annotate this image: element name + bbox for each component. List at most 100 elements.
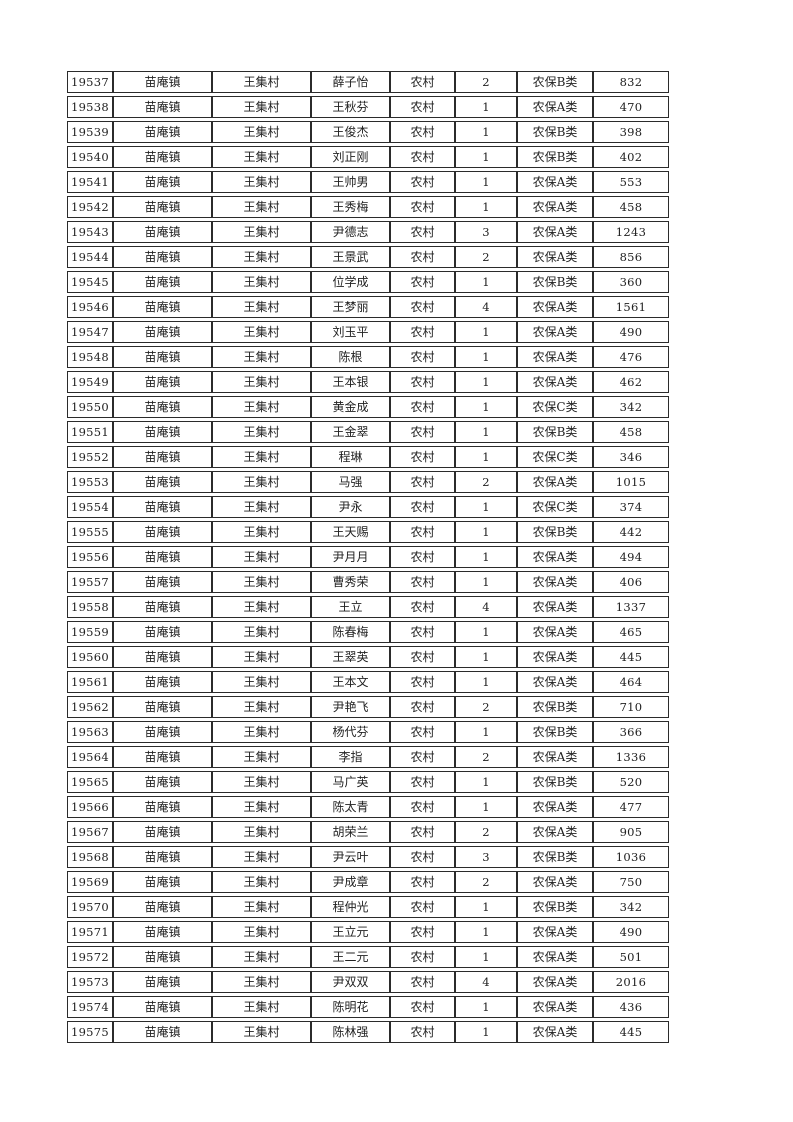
cell-person-count: 1 [455,796,517,818]
cell-town: 苗庵镇 [113,521,212,543]
cell-amount: 470 [593,96,669,118]
cell-id: 19561 [67,671,113,693]
cell-village: 王集村 [212,246,311,268]
cell-name: 尹永 [311,496,390,518]
cell-person-count: 1 [455,771,517,793]
cell-insurance-category: 农保A类 [517,946,593,968]
table-row: 19540 苗庵镇 王集村 刘正刚 农村 1 农保B类 402 [67,146,669,168]
table-row: 19537 苗庵镇 王集村 薛子怡 农村 2 农保B类 832 [67,71,669,93]
cell-village: 王集村 [212,171,311,193]
table-row: 19546 苗庵镇 王集村 王梦丽 农村 4 农保A类 1561 [67,296,669,318]
cell-residence: 农村 [390,1021,455,1043]
cell-amount: 490 [593,921,669,943]
cell-name: 王俊杰 [311,121,390,143]
cell-town: 苗庵镇 [113,571,212,593]
cell-insurance-category: 农保A类 [517,321,593,343]
table-row: 19566 苗庵镇 王集村 陈太青 农村 1 农保A类 477 [67,796,669,818]
cell-residence: 农村 [390,546,455,568]
table-row: 19545 苗庵镇 王集村 位学成 农村 1 农保B类 360 [67,271,669,293]
cell-town: 苗庵镇 [113,471,212,493]
table-row: 19570 苗庵镇 王集村 程仲光 农村 1 农保B类 342 [67,896,669,918]
cell-id: 19549 [67,371,113,393]
cell-residence: 农村 [390,521,455,543]
cell-village: 王集村 [212,896,311,918]
cell-id: 19538 [67,96,113,118]
cell-name: 程琳 [311,446,390,468]
cell-insurance-category: 农保A类 [517,346,593,368]
table-row: 19543 苗庵镇 王集村 尹德志 农村 3 农保A类 1243 [67,221,669,243]
cell-amount: 477 [593,796,669,818]
cell-person-count: 4 [455,596,517,618]
cell-residence: 农村 [390,221,455,243]
cell-id: 19539 [67,121,113,143]
cell-insurance-category: 农保B类 [517,846,593,868]
table-row: 19554 苗庵镇 王集村 尹永 农村 1 农保C类 374 [67,496,669,518]
cell-residence: 农村 [390,146,455,168]
cell-village: 王集村 [212,271,311,293]
cell-name: 位学成 [311,271,390,293]
cell-village: 王集村 [212,196,311,218]
cell-id: 19565 [67,771,113,793]
cell-id: 19540 [67,146,113,168]
cell-amount: 476 [593,346,669,368]
cell-village: 王集村 [212,796,311,818]
cell-insurance-category: 农保A类 [517,371,593,393]
table-row: 19555 苗庵镇 王集村 王天赐 农村 1 农保B类 442 [67,521,669,543]
cell-id: 19543 [67,221,113,243]
cell-village: 王集村 [212,646,311,668]
cell-id: 19564 [67,746,113,768]
cell-residence: 农村 [390,846,455,868]
cell-id: 19552 [67,446,113,468]
cell-id: 19559 [67,621,113,643]
cell-residence: 农村 [390,796,455,818]
cell-name: 王二元 [311,946,390,968]
cell-name: 王本银 [311,371,390,393]
cell-person-count: 1 [455,171,517,193]
cell-amount: 494 [593,546,669,568]
cell-insurance-category: 农保A类 [517,971,593,993]
cell-village: 王集村 [212,221,311,243]
cell-person-count: 1 [455,396,517,418]
cell-person-count: 1 [455,646,517,668]
table-row: 19565 苗庵镇 王集村 马广英 农村 1 农保B类 520 [67,771,669,793]
cell-village: 王集村 [212,421,311,443]
cell-town: 苗庵镇 [113,1021,212,1043]
cell-insurance-category: 农保C类 [517,396,593,418]
cell-person-count: 1 [455,621,517,643]
table-row: 19539 苗庵镇 王集村 王俊杰 农村 1 农保B类 398 [67,121,669,143]
cell-person-count: 1 [455,371,517,393]
cell-person-count: 2 [455,821,517,843]
cell-village: 王集村 [212,821,311,843]
cell-name: 马广英 [311,771,390,793]
cell-residence: 农村 [390,771,455,793]
cell-residence: 农村 [390,896,455,918]
cell-person-count: 4 [455,971,517,993]
table-row: 19561 苗庵镇 王集村 王本文 农村 1 农保A类 464 [67,671,669,693]
records-table: 19537 苗庵镇 王集村 薛子怡 农村 2 农保B类 832 19538 苗庵镇 王集村 王秋芬 农村… [67,68,669,1046]
cell-town: 苗庵镇 [113,396,212,418]
table-row: 19574 苗庵镇 王集村 陈明花 农村 1 农保A类 436 [67,996,669,1018]
cell-name: 尹云叶 [311,846,390,868]
cell-insurance-category: 农保B类 [517,771,593,793]
table-row: 19553 苗庵镇 王集村 马强 农村 2 农保A类 1015 [67,471,669,493]
table-row: 19550 苗庵镇 王集村 黄金成 农村 1 农保C类 342 [67,396,669,418]
table-row: 19547 苗庵镇 王集村 刘玉平 农村 1 农保A类 490 [67,321,669,343]
cell-town: 苗庵镇 [113,771,212,793]
cell-insurance-category: 农保A类 [517,646,593,668]
cell-town: 苗庵镇 [113,296,212,318]
table-row: 19568 苗庵镇 王集村 尹云叶 农村 3 农保B类 1036 [67,846,669,868]
cell-id: 19567 [67,821,113,843]
cell-village: 王集村 [212,296,311,318]
cell-name: 王秀梅 [311,196,390,218]
cell-residence: 农村 [390,196,455,218]
cell-person-count: 1 [455,921,517,943]
cell-name: 王立 [311,596,390,618]
cell-town: 苗庵镇 [113,146,212,168]
cell-town: 苗庵镇 [113,896,212,918]
cell-insurance-category: 农保B类 [517,721,593,743]
cell-name: 尹双双 [311,971,390,993]
cell-town: 苗庵镇 [113,421,212,443]
cell-amount: 520 [593,771,669,793]
cell-name: 王金翠 [311,421,390,443]
cell-person-count: 2 [455,696,517,718]
